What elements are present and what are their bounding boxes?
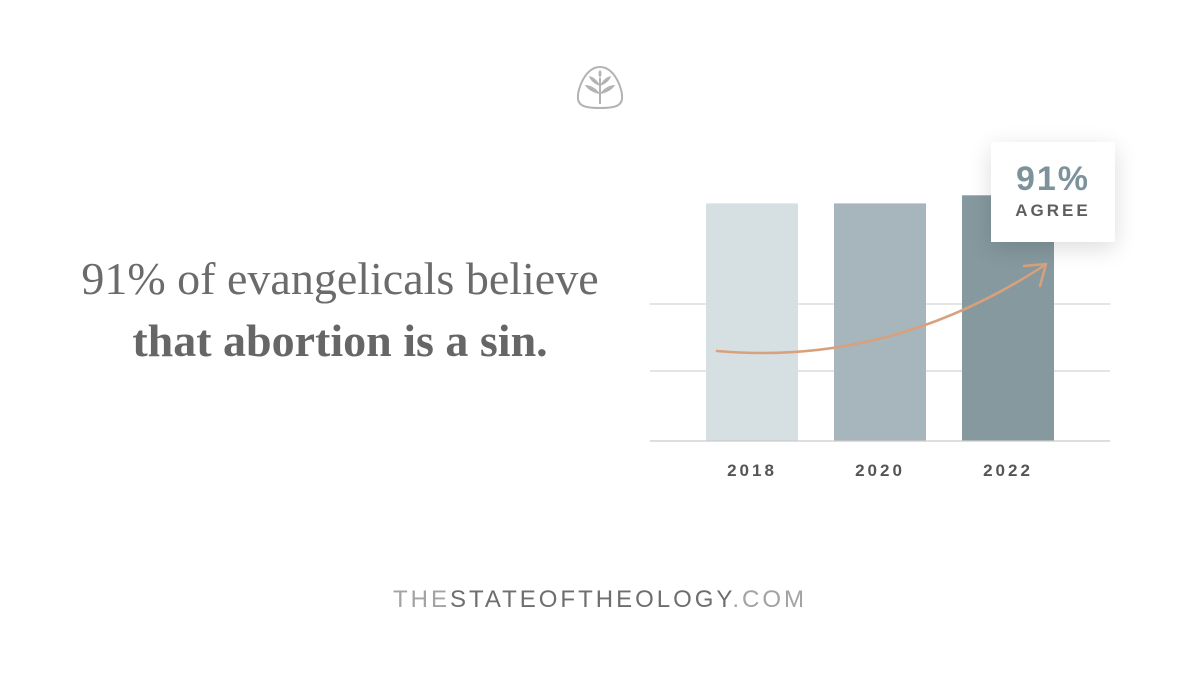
callout-value: 91% — [1015, 160, 1091, 198]
bar-2020 — [834, 203, 926, 441]
headline-emphasis: that abortion is a sin. — [132, 315, 548, 366]
x-tick-label-2022: 2022 — [983, 461, 1033, 480]
x-tick-label-2020: 2020 — [855, 461, 905, 480]
bar-2018 — [706, 203, 798, 441]
headline-text: 91% of evangelicals believe — [81, 253, 599, 304]
trend-arrow-head — [1022, 262, 1048, 288]
site-url-suffix: .COM — [732, 586, 808, 613]
x-tick-label-2018: 2018 — [727, 461, 777, 480]
site-url-prefix: THE — [392, 586, 450, 613]
trend-arrow-line — [715, 263, 1047, 355]
site-url: THESTATEOFTHEOLOGY.COM — [0, 586, 1200, 614]
ligonier-logo-icon — [576, 65, 624, 110]
headline: 91% of evangelicals believe that abortio… — [80, 248, 600, 372]
agree-callout: 91% AGREE — [991, 142, 1115, 242]
callout-label: AGREE — [1015, 201, 1091, 220]
site-url-name: STATEOFTHEOLOGY — [449, 586, 733, 613]
